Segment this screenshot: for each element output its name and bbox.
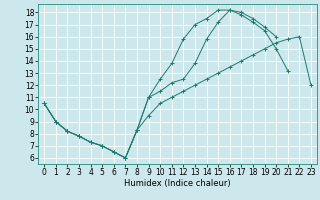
X-axis label: Humidex (Indice chaleur): Humidex (Indice chaleur) xyxy=(124,179,231,188)
